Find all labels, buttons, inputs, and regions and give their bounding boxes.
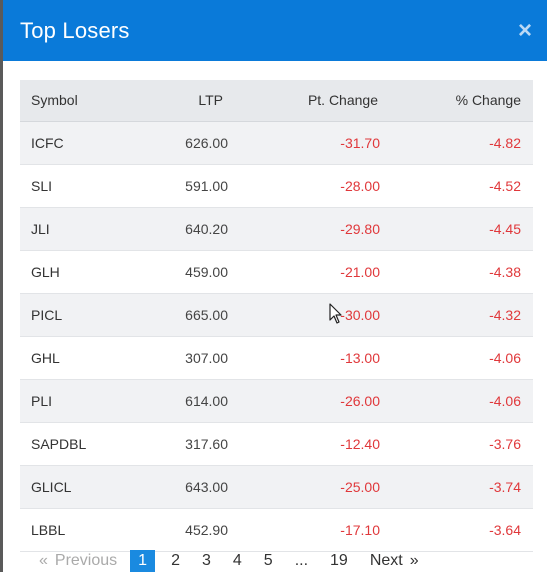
cell-ltp: 643.00 (185, 478, 228, 495)
cell-pt-change: -21.00 (340, 263, 380, 280)
cell-pct-change: -4.45 (489, 220, 521, 237)
losers-table: Symbol LTP Pt. Change % Change ICFC 626.0… (20, 80, 533, 552)
pagination: « Previous 1 2 3 4 5 ... 19 Next » (32, 550, 426, 572)
page-button-5[interactable]: 5 (263, 552, 273, 569)
cell-symbol: ICFC (31, 134, 64, 151)
page-button-4[interactable]: 4 (232, 552, 242, 569)
cell-symbol: GHL (31, 349, 60, 366)
cell-pct-change: -3.74 (489, 478, 521, 495)
table-header-row: Symbol LTP Pt. Change % Change (20, 80, 533, 122)
cell-pt-change: -26.00 (340, 392, 380, 409)
close-icon[interactable]: × (517, 16, 532, 44)
next-arrow-icon[interactable]: » (409, 552, 419, 569)
cell-ltp: 640.20 (185, 220, 228, 237)
cell-pt-change: -13.00 (340, 349, 380, 366)
previous-button: Previous (54, 552, 118, 569)
page-button-19[interactable]: 19 (330, 552, 348, 569)
table-row[interactable]: SAPDBL 317.60 -12.40 -3.76 (20, 422, 533, 465)
column-header-symbol[interactable]: Symbol (20, 80, 118, 122)
cell-pt-change: -31.70 (340, 134, 380, 151)
cell-pct-change: -4.52 (489, 177, 521, 194)
column-header-pct-change[interactable]: % Change (380, 80, 533, 122)
column-header-pt-change[interactable]: Pt. Change (228, 80, 380, 122)
table-row[interactable]: ICFC 626.00 -31.70 -4.82 (20, 121, 533, 164)
table-header: Symbol LTP Pt. Change % Change (20, 80, 533, 122)
modal-title: Top Losers (20, 17, 130, 43)
cell-symbol: SAPDBL (31, 435, 87, 452)
cell-ltp: 626.00 (185, 134, 228, 151)
cell-pct-change: -4.06 (489, 349, 521, 366)
cell-ltp: 614.00 (185, 392, 228, 409)
cell-ltp: 591.00 (185, 177, 228, 194)
next-button[interactable]: Next (369, 552, 403, 569)
cell-symbol: LBBL (31, 521, 66, 538)
page-button-3[interactable]: 3 (201, 552, 211, 569)
cell-ltp: 317.60 (185, 435, 228, 452)
cell-pt-change: -17.10 (340, 521, 380, 538)
top-losers-modal: Top Losers × Symbol LTP Pt. Change % Cha… (3, 0, 547, 572)
cell-symbol: JLI (31, 220, 50, 237)
table-row[interactable]: GLICL 643.00 -25.00 -3.74 (20, 465, 533, 508)
cell-pt-change: -30.00 (340, 306, 380, 323)
cell-ltp: 665.00 (185, 306, 228, 323)
cell-symbol: GLICL (31, 478, 72, 495)
page-button-2[interactable]: 2 (171, 552, 180, 569)
previous-arrow-icon: « (39, 552, 48, 569)
cell-ltp: 307.00 (185, 349, 228, 366)
table-body: ICFC 626.00 -31.70 -4.82 SLI 591.00 -28.00 -4.5… (20, 121, 533, 551)
table-row[interactable]: LBBL 452.90 -17.10 -3.64 (20, 508, 533, 551)
cell-symbol: SLI (31, 177, 53, 194)
modal-header: Top Losers × (3, 0, 547, 61)
cell-pct-change: -3.76 (489, 435, 521, 452)
cell-ltp: 452.90 (185, 521, 228, 538)
table-row[interactable]: PICL 665.00 -30.00 -4.32 (20, 293, 533, 336)
mouse-pointer-icon (329, 303, 342, 324)
cell-pct-change: -4.82 (489, 134, 521, 151)
cell-pct-change: -4.32 (489, 306, 521, 323)
page-button-1[interactable]: 1 (130, 550, 156, 572)
cell-ltp: 459.00 (185, 263, 228, 280)
losers-table-wrapper: Symbol LTP Pt. Change % Change ICFC 626.0… (20, 80, 533, 552)
table-row[interactable]: GLH 459.00 -21.00 -4.38 (20, 250, 533, 293)
cell-pt-change: -12.40 (340, 435, 380, 452)
table-row[interactable]: PLI 614.00 -26.00 -4.06 (20, 379, 533, 422)
cell-pct-change: -4.38 (489, 263, 521, 280)
cell-symbol: GLH (31, 263, 60, 280)
table-row[interactable]: SLI 591.00 -28.00 -4.52 (20, 164, 533, 207)
cell-pt-change: -29.80 (340, 220, 380, 237)
cell-pt-change: -28.00 (340, 177, 380, 194)
cell-pct-change: -4.06 (489, 392, 521, 409)
table-row[interactable]: JLI 640.20 -29.80 -4.45 (20, 207, 533, 250)
cell-symbol: PICL (31, 306, 63, 323)
pagination-ellipsis: ... (294, 552, 309, 569)
cell-symbol: PLI (31, 392, 53, 409)
cell-pt-change: -25.00 (340, 478, 380, 495)
cell-pct-change: -3.64 (489, 521, 521, 538)
table-row[interactable]: GHL 307.00 -13.00 -4.06 (20, 336, 533, 379)
column-header-ltp[interactable]: LTP (118, 80, 228, 122)
